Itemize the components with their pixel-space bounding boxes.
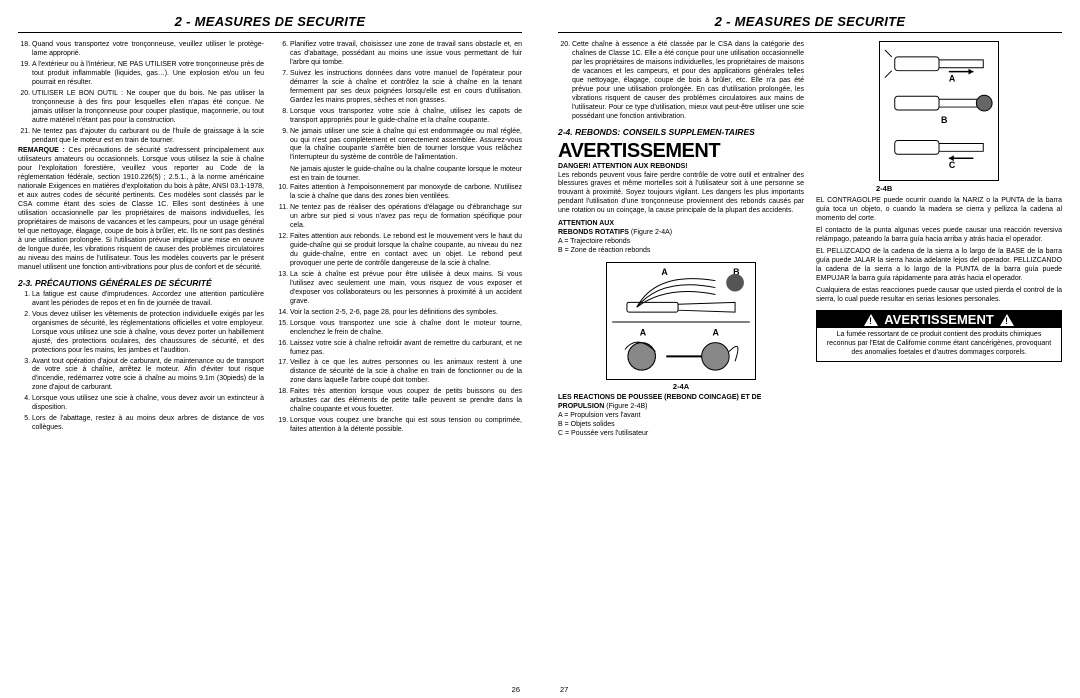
remarque-para: REMARQUE : Ces précautions de sécurité s… bbox=[18, 147, 264, 272]
warning-title: AVERTISSEMENT bbox=[884, 312, 994, 327]
attention-aux: ATTENTION AUX bbox=[558, 220, 804, 229]
subhead-2-3: 2-3. PRÉCAUTIONS GÉNÉRALES DE SÉCURITÉ bbox=[18, 278, 264, 288]
li-c17: Veillez à ce que les autres personnes ou… bbox=[290, 359, 522, 386]
mid-para-1: Ne jamais ajuster le guide-chaîne ou la … bbox=[290, 166, 522, 184]
li-c10: Faites attention à l'empoisonnement par … bbox=[290, 184, 522, 202]
rebonds-rotatifs-line: REBONDS ROTATIFS (Figure 2-4A) bbox=[558, 229, 804, 238]
reb-rot-label: REBONDS ROTATIFS bbox=[558, 229, 629, 236]
svg-text:A: A bbox=[949, 74, 956, 84]
figure-2-4b: A B C bbox=[879, 41, 999, 181]
columns-right: Cette chaîne à essence a été classée par… bbox=[558, 41, 1062, 439]
page-title-left: 2 - MEASURES DE SECURITE bbox=[18, 14, 522, 33]
li-c15: Lorsque vous transportez une scie à chaî… bbox=[290, 320, 522, 338]
list-20: Cette chaîne à essence a été classée par… bbox=[558, 41, 804, 122]
page-title-right: 2 - MEASURES DE SECURITE bbox=[558, 14, 1062, 33]
li-c9: Ne jamais utiliser une scie à chaîne qui… bbox=[290, 128, 522, 164]
avertissement-heading: AVERTISSEMENT bbox=[558, 140, 804, 163]
fig-a2-label: A bbox=[640, 328, 647, 338]
li-b2: Vous devez utiliser les vêtements de pro… bbox=[32, 311, 264, 356]
col-right-2: A B C 2-4B EL CONTRAGOLPE pued bbox=[816, 41, 1062, 439]
remarque-label: REMARQUE : bbox=[18, 147, 65, 154]
li-b1: La fatigue est cause d'imprudences. Acco… bbox=[32, 291, 264, 309]
figure-2-4a: A B A A bbox=[606, 262, 756, 380]
li-c7: Suivez les instructions données dans vot… bbox=[290, 70, 522, 106]
es-para-4: Cualquiera de estas reacciones puede cau… bbox=[816, 287, 1062, 305]
li-21: Ne tentez pas d'ajouter du carburant ou … bbox=[32, 128, 264, 146]
warning-body: La fumée ressortant de ce produit contie… bbox=[823, 331, 1055, 357]
fig-2-4b-ref: (Figure 2-4B) bbox=[606, 403, 647, 410]
li-c13: La scie à chaîne est prévue pour être ut… bbox=[290, 271, 522, 307]
danger-para: Les rebonds peuvent vous faire perdre co… bbox=[558, 172, 804, 217]
list-6-19: Planifiez votre travail, choisissez une … bbox=[276, 41, 522, 163]
li-20: UTILISER LE BON OUTIL : Ne couper que du… bbox=[32, 90, 264, 126]
legend-b: B = Zone de réaction rebonds bbox=[558, 247, 804, 256]
es-para-2: El contacto de la punta algunas veces pu… bbox=[816, 227, 1062, 245]
page-26: 2 - MEASURES DE SECURITE Quand vous tran… bbox=[0, 0, 540, 698]
svg-text:!: ! bbox=[869, 316, 872, 326]
li-b5: Lors de l'abattage, restez à au moins de… bbox=[32, 415, 264, 433]
warning-title-row: ! AVERTISSEMENT ! bbox=[817, 311, 1061, 328]
li-c11: Ne tentez pas de réaliser des opérations… bbox=[290, 204, 522, 231]
warning-box: ! AVERTISSEMENT ! La fumée ressortant de… bbox=[816, 310, 1062, 361]
warning-triangle-left-icon: ! bbox=[864, 314, 878, 326]
li-c16: Laissez votre scie à chaîne refroidir av… bbox=[290, 340, 522, 358]
li-b3: Avant tout opération d'ajout de carburan… bbox=[32, 358, 264, 394]
fig-a-label: A bbox=[661, 267, 668, 277]
page-number-26: 26 bbox=[512, 685, 520, 694]
col-left-2: Planifiez votre travail, choisissez une … bbox=[276, 41, 522, 437]
li-c18: Faites très attention lorsque vous coupe… bbox=[290, 388, 522, 415]
li-18: Quand vous transportez votre tronçonneus… bbox=[32, 41, 264, 59]
warning-triangle-right-icon: ! bbox=[1000, 314, 1014, 326]
svg-text:!: ! bbox=[1005, 316, 1008, 326]
page-number-27: 27 bbox=[560, 685, 568, 694]
fig-2-4a-ref: (Figure 2-4A) bbox=[631, 229, 672, 236]
col-right-1: Cette chaîne à essence a été classée par… bbox=[558, 41, 804, 439]
page-27: 2 - MEASURES DE SECURITE Cette chaîne à … bbox=[540, 0, 1080, 698]
push-a: A = Propulsion vers l'avant bbox=[558, 412, 804, 421]
es-para-3: EL PELLIZCADO de la cadena de la sierra … bbox=[816, 248, 1062, 284]
danger-line: DANGER! ATTENTION AUX REBONDS! bbox=[558, 163, 804, 172]
li-c12: Faites attention aux rebonds. Le rebond … bbox=[290, 233, 522, 269]
list-18-21: Quand vous transportez votre tronçonneus… bbox=[18, 41, 264, 145]
svg-text:C: C bbox=[949, 160, 956, 170]
legend-a: A = Trajectoire rebonds bbox=[558, 238, 804, 247]
push-b: B = Objets solides bbox=[558, 421, 804, 430]
li-c14: Voir la section 2-5, 2-6, page 28, pour … bbox=[290, 309, 522, 318]
li-c8: Lorsque vous transportez votre scie à ch… bbox=[290, 108, 522, 126]
list-1-5: La fatigue est cause d'imprudences. Acco… bbox=[18, 291, 264, 433]
svg-text:B: B bbox=[941, 115, 947, 125]
columns-left: Quand vous transportez votre tronçonneus… bbox=[18, 41, 522, 437]
remarque-text: Ces précautions de sécurité s'adressent … bbox=[18, 147, 264, 270]
subhead-2-4: 2-4. REBONDS: CONSEILS SUPPLEMEN-TAIRES bbox=[558, 127, 804, 137]
list-10: Faites attention à l'empoisonnement par … bbox=[276, 184, 522, 435]
fig-2-4a-caption: 2-4A bbox=[558, 382, 804, 391]
fig-2-4b-caption: 2-4B bbox=[876, 184, 1062, 193]
es-para-1: EL CONTRAGOLPE puede ocurrir cuando la N… bbox=[816, 197, 1062, 224]
li-19: A l'extérieur ou à l'intérieur, NE PAS U… bbox=[32, 61, 264, 88]
li-c6: Planifiez votre travail, choisissez une … bbox=[290, 41, 522, 68]
fig-a3-label: A bbox=[712, 328, 719, 338]
li-b4: Lorsque vous utilisez une scie à chaîne,… bbox=[32, 395, 264, 413]
push-title-line: LES REACTIONS DE POUSSEE (REBOND COINCAG… bbox=[558, 394, 804, 412]
li-c19: Lorsque vous coupez une branche qui est … bbox=[290, 417, 522, 435]
push-c: C = Poussée vers l'utilisateur bbox=[558, 430, 804, 439]
li-r20: Cette chaîne à essence a été classée par… bbox=[572, 41, 804, 122]
push-title: LES REACTIONS DE POUSSEE (REBOND COINCAG… bbox=[558, 394, 761, 410]
col-left-1: Quand vous transportez votre tronçonneus… bbox=[18, 41, 264, 437]
